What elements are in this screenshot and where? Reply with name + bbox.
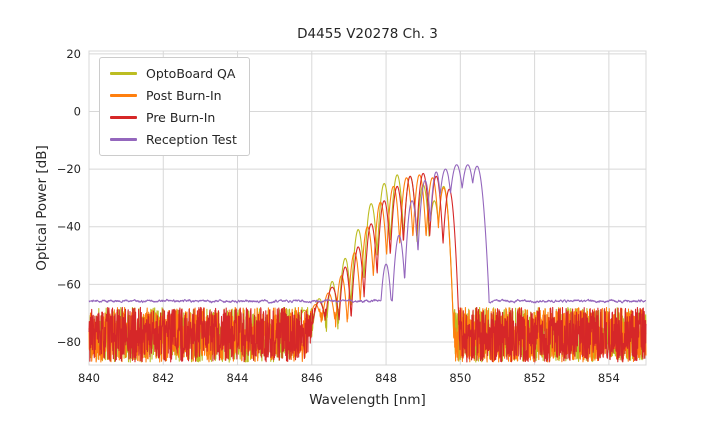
legend-label: Post Burn-In — [146, 88, 222, 103]
y-tick-label: −40 — [57, 220, 81, 234]
x-tick-label: 844 — [227, 371, 249, 385]
x-tick-label: 850 — [449, 371, 471, 385]
legend-label: OptoBoard QA — [146, 66, 236, 81]
legend-label: Pre Burn-In — [146, 110, 216, 125]
y-tick-label: −60 — [57, 277, 81, 291]
x-tick-label: 842 — [152, 371, 174, 385]
x-tick-label: 852 — [524, 371, 546, 385]
series-line-reception-test — [88, 164, 647, 304]
legend: OptoBoard QA Post Burn-In Pre Burn-In Recep… — [99, 57, 250, 156]
legend-item-reception-test: Reception Test — [110, 132, 237, 147]
y-tick-label: 0 — [74, 104, 81, 118]
y-tick-label: −20 — [57, 162, 81, 176]
x-tick-label: 854 — [598, 371, 620, 385]
legend-item-optoboard-qa: OptoBoard QA — [110, 66, 237, 81]
series-line-pre-burn-in — [88, 172, 647, 363]
y-tick-label: −80 — [57, 335, 81, 349]
legend-swatch-optoboard-qa — [110, 72, 137, 75]
x-tick-label: 846 — [301, 371, 323, 385]
plot-frame — [88, 50, 647, 366]
y-tick-label: 20 — [66, 47, 81, 61]
legend-item-post-burn-in: Post Burn-In — [110, 88, 237, 103]
legend-swatch-post-burn-in — [110, 94, 137, 97]
x-tick-label: 840 — [78, 371, 100, 385]
legend-label: Reception Test — [146, 132, 237, 147]
chart-title: D4455 V20278 Ch. 3 — [297, 26, 438, 42]
x-axis-label: Wavelength [nm] — [309, 392, 426, 408]
legend-swatch-reception-test — [110, 138, 137, 141]
x-tick-label: 848 — [375, 371, 397, 385]
legend-swatch-pre-burn-in — [110, 116, 137, 119]
legend-item-pre-burn-in: Pre Burn-In — [110, 110, 237, 125]
